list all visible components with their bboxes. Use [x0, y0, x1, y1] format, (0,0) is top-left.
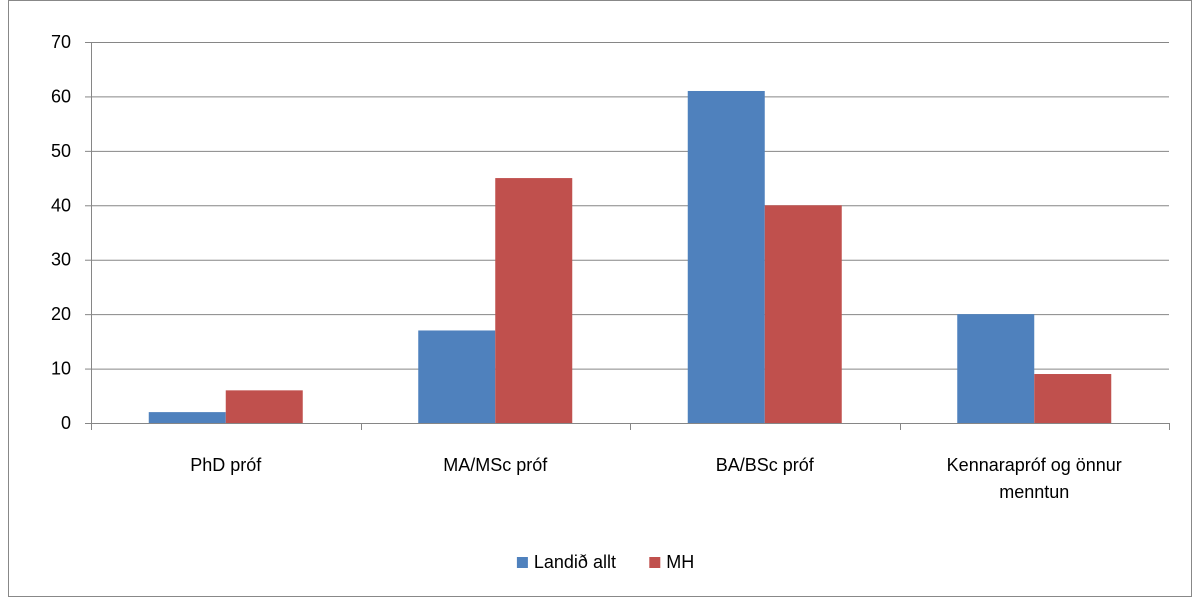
bar-mh-3 — [1034, 374, 1112, 423]
legend-swatch-mh — [649, 557, 661, 568]
y-tick-label-70: 70 — [51, 32, 71, 52]
y-tick-label-0: 0 — [61, 413, 71, 433]
bar-mh-1 — [495, 178, 573, 423]
y-tick-label-40: 40 — [51, 195, 71, 215]
x-category-label-0: PhD próf — [190, 455, 262, 475]
bar-mh-0 — [225, 390, 303, 423]
y-tick-label-30: 30 — [51, 250, 71, 270]
x-category-label-3: Kennarapróf og önnur menntun — [947, 455, 1122, 502]
legend-label-landi-allt: Landið allt — [534, 552, 616, 572]
bar-landi-allt-3 — [957, 314, 1035, 423]
bar-landi-allt-1 — [418, 330, 496, 423]
bar-landi-allt-2 — [687, 90, 765, 423]
y-tick-label-10: 10 — [51, 359, 71, 379]
bar-landi-allt-0 — [148, 412, 226, 423]
x-category-label-1: MA/MSc próf — [443, 455, 548, 475]
x-category-label-2: BA/BSc próf — [716, 455, 815, 475]
y-tick-label-20: 20 — [51, 304, 71, 324]
chart-frame: 0 10 20 30 40 50 60 70 PhD próf MA/MSc próf BA/BSc… — [8, 0, 1192, 597]
legend-swatch-landi-allt — [516, 557, 528, 568]
y-tick-label-50: 50 — [51, 141, 71, 161]
legend-label-mh: MH — [666, 552, 694, 572]
bar-chart: 0 10 20 30 40 50 60 70 PhD próf MA/MSc próf BA/BSc… — [51, 32, 1170, 572]
bar-mh-2 — [764, 205, 842, 423]
y-tick-label-60: 60 — [51, 86, 71, 106]
